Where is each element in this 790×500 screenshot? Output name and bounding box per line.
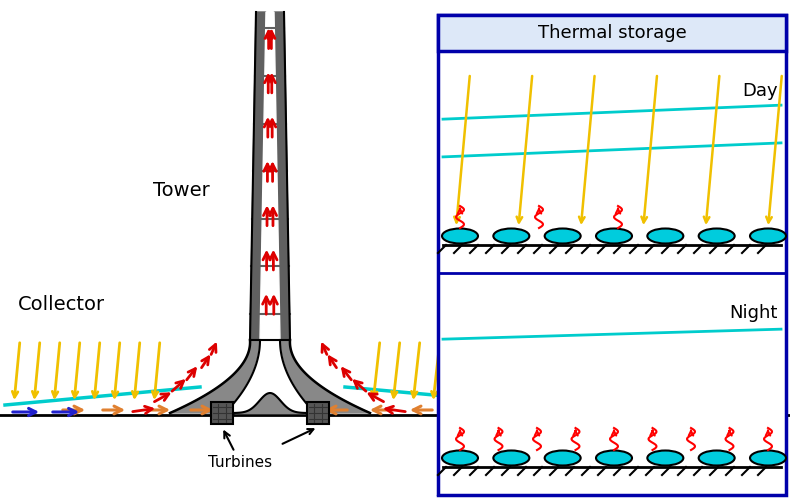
Polygon shape: [225, 340, 315, 413]
Ellipse shape: [493, 228, 529, 244]
Text: Thermal storage: Thermal storage: [538, 24, 687, 42]
Text: Turbines: Turbines: [208, 432, 272, 470]
Ellipse shape: [698, 450, 735, 466]
Polygon shape: [274, 12, 290, 340]
FancyBboxPatch shape: [211, 402, 233, 424]
Ellipse shape: [750, 450, 786, 466]
Polygon shape: [260, 12, 280, 340]
Text: Day: Day: [743, 82, 778, 100]
Text: Tower: Tower: [153, 180, 210, 200]
Text: Collector: Collector: [18, 296, 105, 314]
Polygon shape: [170, 340, 370, 413]
Ellipse shape: [750, 228, 786, 244]
Bar: [438, 15, 786, 495]
Ellipse shape: [442, 228, 478, 244]
Ellipse shape: [493, 450, 529, 466]
Ellipse shape: [544, 450, 581, 466]
Ellipse shape: [544, 228, 581, 244]
Text: Night: Night: [730, 304, 778, 322]
Ellipse shape: [698, 228, 735, 244]
FancyBboxPatch shape: [307, 402, 329, 424]
Bar: [438, 15, 786, 51]
Polygon shape: [250, 12, 266, 340]
Ellipse shape: [596, 450, 632, 466]
Ellipse shape: [647, 450, 683, 466]
Bar: [470, 397, 555, 417]
Ellipse shape: [596, 228, 632, 244]
Ellipse shape: [647, 228, 683, 244]
Ellipse shape: [442, 450, 478, 466]
